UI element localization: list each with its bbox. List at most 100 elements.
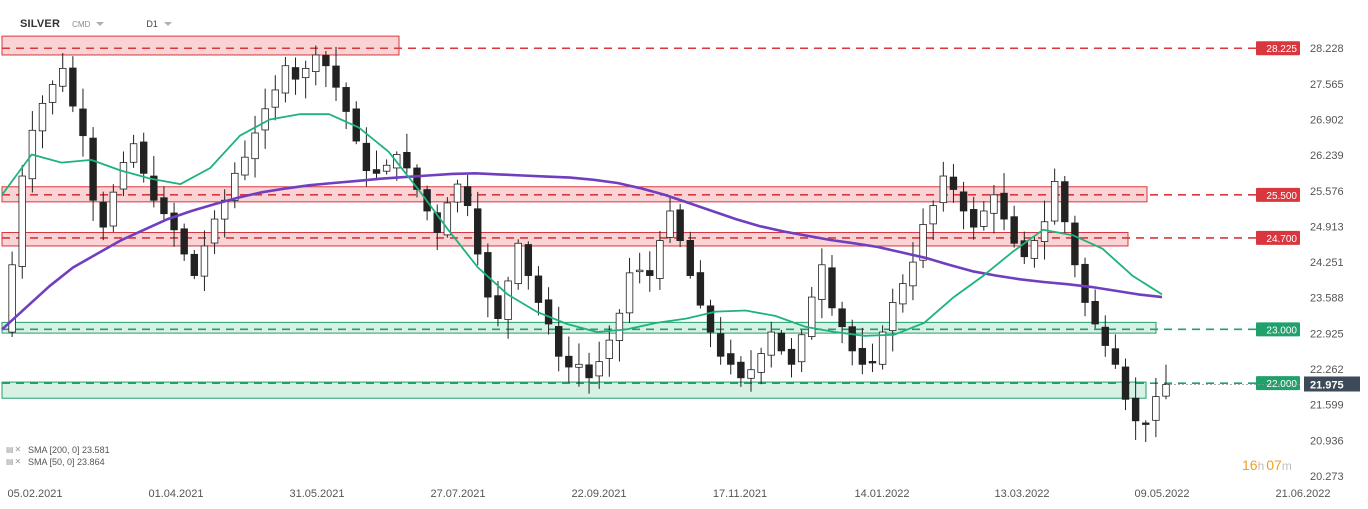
- candle-body: [878, 331, 887, 365]
- candle-body: [1020, 240, 1028, 258]
- x-tick-label: 13.03.2022: [994, 488, 1049, 500]
- candle-body: [939, 175, 948, 204]
- level-tag-label: 23.000: [1266, 325, 1297, 336]
- candle-body: [372, 169, 381, 174]
- candle-body: [38, 102, 47, 132]
- last-price-tag: [1304, 376, 1360, 392]
- legend-item-sma50[interactable]: ▤✕ SMA [50, 0] 23.864: [6, 456, 110, 468]
- candle-body: [980, 210, 988, 227]
- candle-body: [1152, 396, 1160, 421]
- candle-body: [524, 244, 533, 276]
- candle-body: [969, 209, 978, 228]
- candle-body: [1040, 221, 1049, 242]
- sma-50-line: [1, 113, 1163, 337]
- candle-body: [1050, 181, 1059, 222]
- candle-body: [89, 137, 97, 201]
- candle-body: [1121, 366, 1130, 400]
- legend-item-sma200[interactable]: ▤✕ SMA [200, 0] 23.581: [6, 444, 110, 456]
- symbol-dropdown-icon[interactable]: [96, 22, 105, 26]
- level-tag-label: 25.500: [1266, 191, 1297, 202]
- zone-resistance: [1, 232, 1129, 247]
- candle-body: [281, 65, 290, 94]
- candle-body: [494, 295, 502, 319]
- candle-body: [858, 347, 867, 365]
- level-tag: [1256, 187, 1300, 202]
- x-tick-label: 01.04.2021: [148, 488, 203, 500]
- y-tick-label: 28.228: [1310, 43, 1344, 55]
- candle-body: [150, 175, 158, 201]
- legend-label: SMA [200, 0]: [28, 445, 80, 455]
- candle-body: [119, 162, 128, 190]
- candle-body: [109, 191, 118, 227]
- candle-body: [291, 67, 300, 80]
- level-tag-label: 22.000: [1266, 379, 1297, 390]
- y-tick-label: 21.599: [1310, 400, 1344, 412]
- candle-body: [686, 240, 694, 276]
- interval-label: D1: [146, 19, 158, 29]
- candle-body: [79, 108, 87, 137]
- y-tick-label: 23.588: [1310, 293, 1344, 305]
- x-tick-label: 05.02.2021: [7, 488, 62, 500]
- candle-body: [231, 172, 239, 201]
- candle-body: [666, 210, 674, 238]
- candle-body: [99, 201, 107, 228]
- y-tick-label: 22.262: [1310, 364, 1344, 376]
- candle-body: [18, 175, 26, 267]
- candle-body: [474, 208, 482, 255]
- candle-body: [170, 212, 178, 231]
- candle-body: [1101, 326, 1109, 346]
- candle-body: [453, 183, 462, 203]
- candle-body: [504, 280, 512, 320]
- level-tag: [1256, 322, 1300, 337]
- sma-200-line: [1, 172, 1163, 331]
- x-tick-label: 31.05.2021: [289, 488, 344, 500]
- candle-body: [180, 228, 188, 255]
- candle-body: [797, 334, 806, 363]
- candle-body: [8, 264, 16, 333]
- level-tag: [1256, 376, 1300, 391]
- candle-body: [403, 151, 411, 169]
- candle-body: [575, 363, 583, 368]
- candle-body: [48, 84, 57, 103]
- legend-settings-close-icon[interactable]: ▤✕: [6, 457, 23, 466]
- y-tick-label: 20.273: [1310, 471, 1344, 483]
- symbol-name: SILVER: [20, 18, 61, 30]
- candle-body: [828, 267, 836, 309]
- chart-header: SILVER CMD D1: [20, 16, 172, 32]
- candle-body: [889, 302, 897, 332]
- candle-body: [251, 132, 259, 160]
- interval-selector[interactable]: D1: [146, 19, 172, 29]
- candle-body: [1091, 301, 1099, 325]
- candle-body: [605, 339, 614, 359]
- candle-body: [1081, 263, 1089, 303]
- interval-dropdown-icon[interactable]: [163, 22, 172, 26]
- candle-body: [382, 164, 391, 172]
- candle-body: [332, 65, 340, 88]
- candle-body: [342, 87, 350, 112]
- legend-value: 23.864: [77, 457, 105, 467]
- candle-body: [716, 333, 725, 357]
- candle-body: [777, 332, 786, 352]
- level-tag: [1256, 230, 1300, 245]
- candle-body: [362, 142, 371, 172]
- legend-settings-close-icon[interactable]: ▤✕: [6, 445, 23, 454]
- candle-body: [190, 253, 199, 276]
- candle-body: [1142, 422, 1150, 425]
- countdown-minutes: 07: [1266, 457, 1282, 473]
- candle-body: [676, 209, 684, 241]
- candle-countdown: 16h 07m: [1242, 457, 1294, 473]
- level-tag-label: 28.225: [1266, 44, 1297, 55]
- candle-body: [757, 353, 765, 373]
- y-tick-label: 26.902: [1310, 114, 1344, 126]
- candle-body: [949, 176, 958, 190]
- candle-body: [838, 308, 846, 328]
- candle-body: [990, 194, 998, 214]
- candle-body: [1030, 240, 1039, 259]
- y-tick-label: 25.576: [1310, 186, 1344, 198]
- candle-body: [565, 355, 573, 368]
- candle-body: [69, 67, 77, 107]
- candle-body: [1111, 348, 1120, 365]
- candle-body: [241, 156, 249, 176]
- x-tick-label: 09.05.2022: [1134, 488, 1189, 500]
